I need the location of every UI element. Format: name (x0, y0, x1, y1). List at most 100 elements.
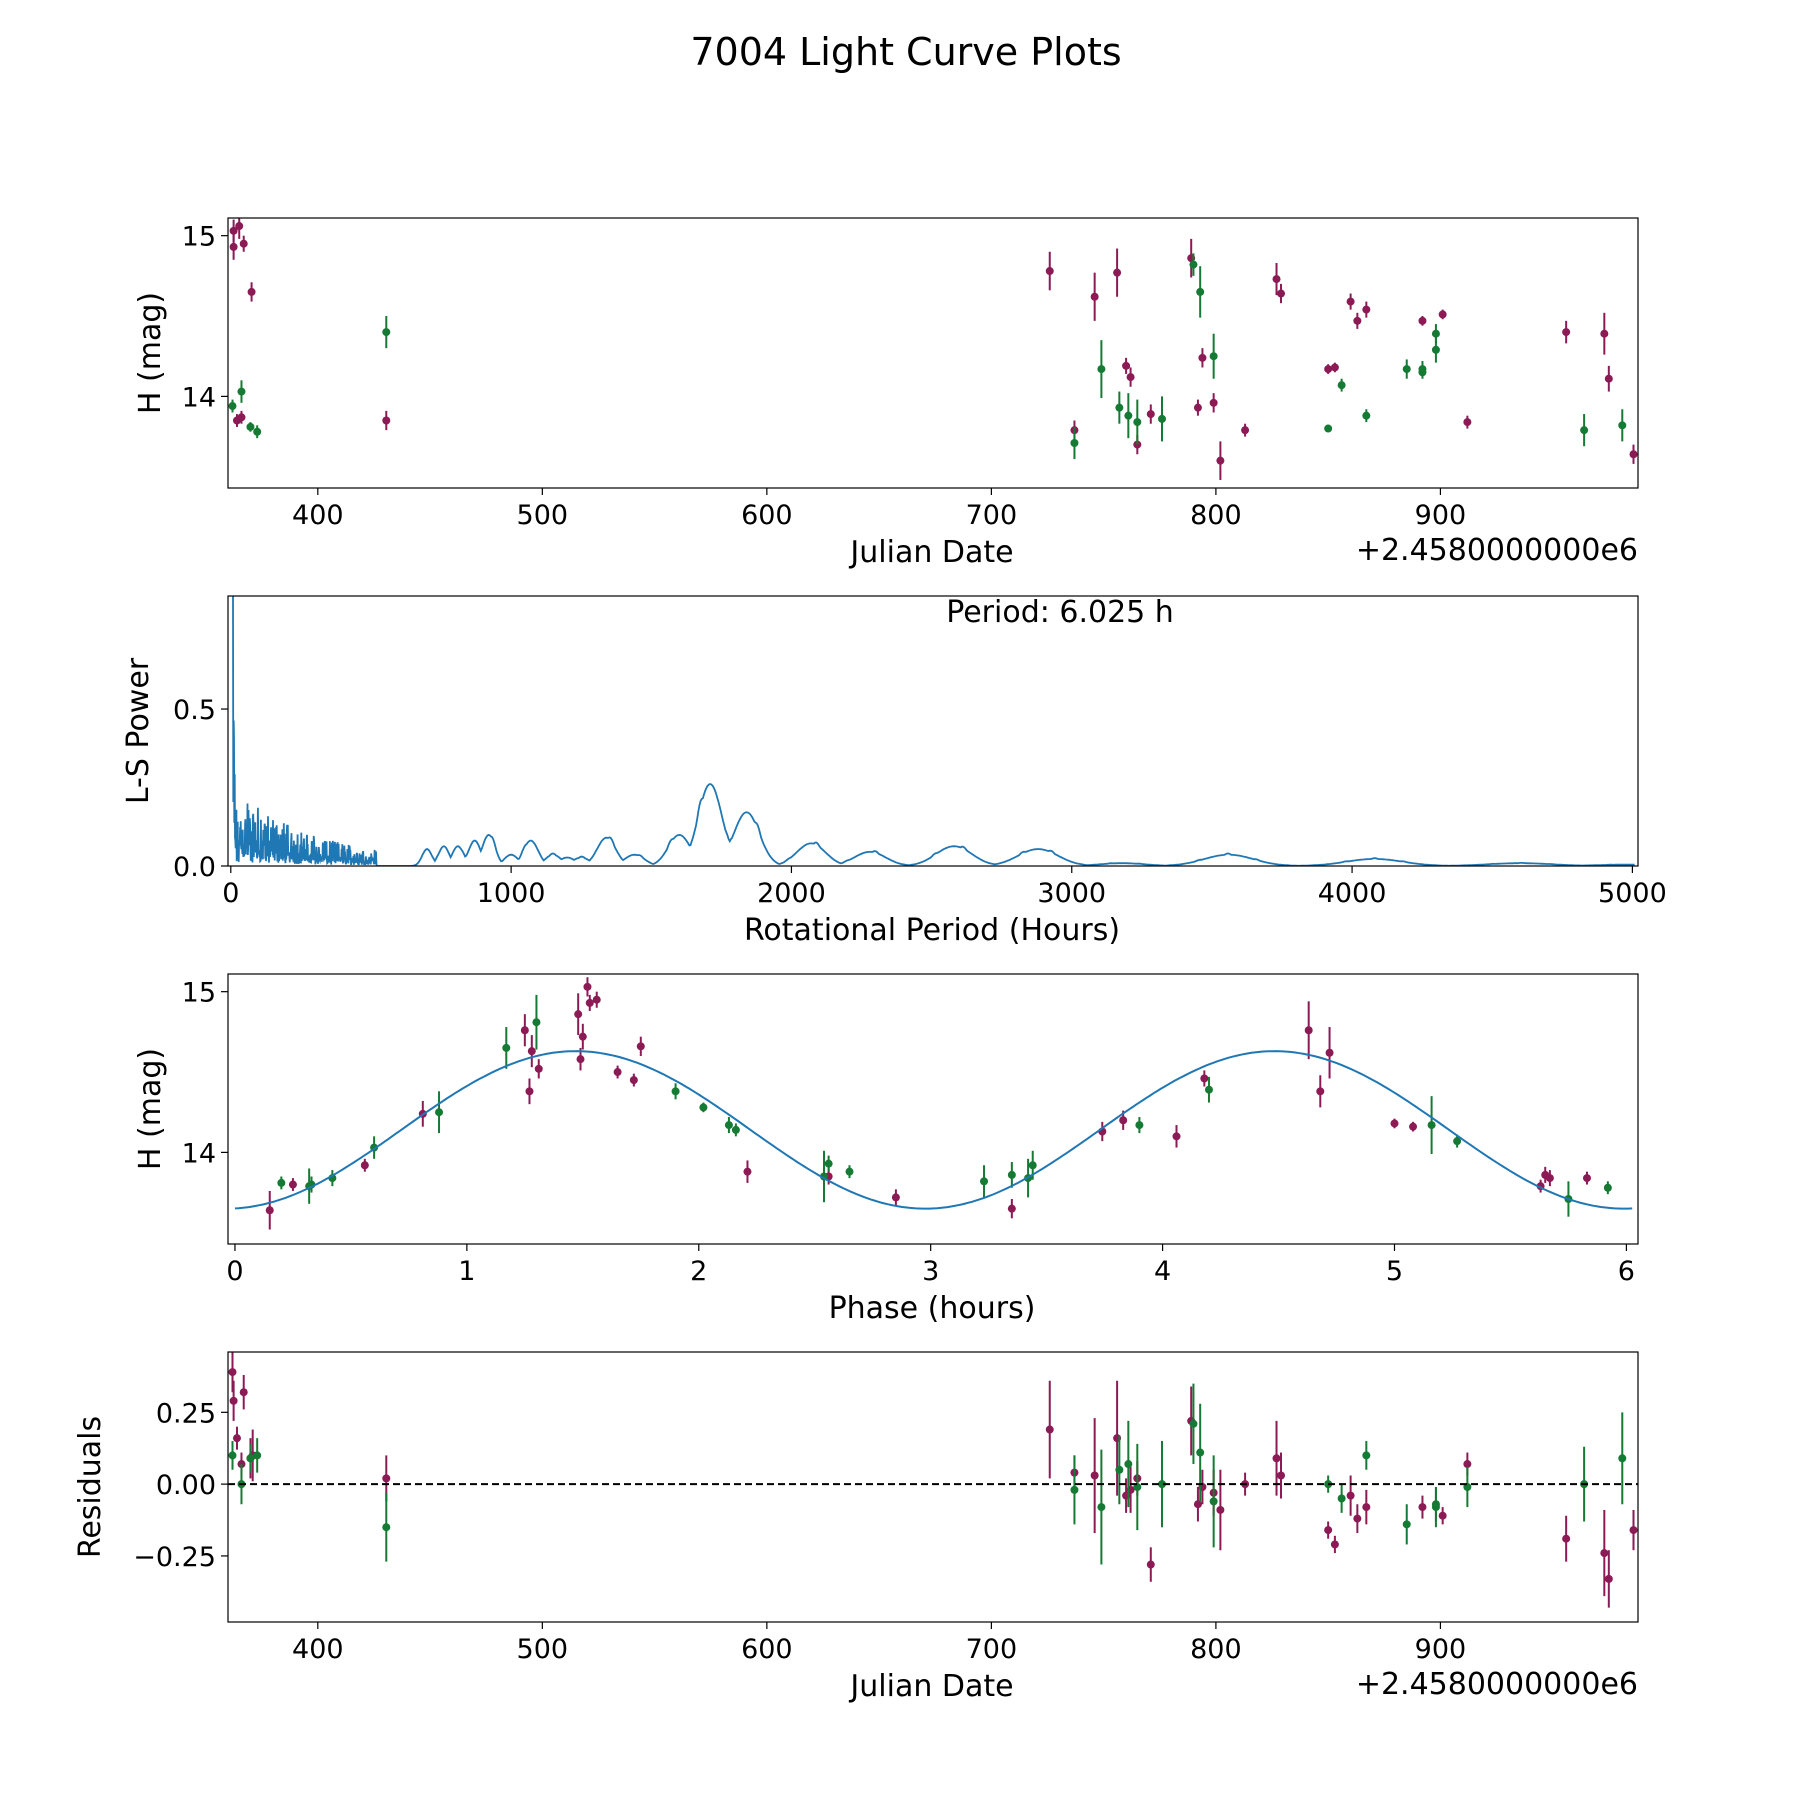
lightcurve-point-filter-g (1124, 411, 1133, 420)
residuals-point-filter-g (1115, 1465, 1124, 1474)
lightcurve-point-filter-r (1353, 316, 1362, 325)
lightcurve-point-filter-r (1216, 456, 1225, 465)
phased-point-filter-r (288, 1180, 297, 1189)
periodogram-panel: 0 1000 2000 3000 4000 5000 0.0 0.5 Period: 6.02… (121, 595, 1667, 948)
lightcurve-point-filter-r (1438, 310, 1447, 319)
residuals-point-filter-r (1600, 1549, 1609, 1558)
phased-point-filter-r (1545, 1174, 1554, 1183)
residuals-point-filter-g (1196, 1448, 1205, 1457)
lightcurve-point-filter-g (1324, 424, 1333, 433)
residuals-point-filter-g (1158, 1480, 1167, 1489)
lightcurve-point-filter-g (1431, 329, 1440, 338)
lightcurve-point-filter-r (1362, 305, 1371, 314)
periodogram-xlabel: Rotational Period (Hours) (744, 913, 1120, 948)
residuals-point-filter-r (239, 1388, 248, 1397)
residuals-series (228, 1352, 1638, 1608)
lightcurve-point-filter-g (1431, 345, 1440, 354)
residuals-point-filter-g (1431, 1503, 1440, 1512)
residuals-point-filter-r (382, 1474, 391, 1483)
periodogram-axes-frame (227, 595, 1639, 867)
periodogram-series (232, 596, 1635, 866)
lightcurve-point-filter-g (382, 328, 391, 337)
residuals-point-filter-r (1216, 1505, 1225, 1514)
phased-point-filter-r (1007, 1204, 1016, 1213)
phased-point-filter-g (277, 1178, 286, 1187)
lightcurve-point-filter-r (229, 242, 238, 251)
phased-point-filter-r (891, 1193, 900, 1202)
phased-point-filter-r (636, 1042, 645, 1051)
lightcurve-point-filter-r (235, 222, 244, 231)
phased-point-filter-r (1304, 1026, 1313, 1035)
lightcurve-point-filter-r (1113, 268, 1122, 277)
residuals-ticks: 400 500 600 700 800 900 0.25 0.00 −0.25 (133, 1398, 1466, 1665)
residuals-point-filter-g (1070, 1485, 1079, 1494)
residuals-point-filter-g (1124, 1460, 1133, 1469)
residuals-ytick-label: 0.25 (156, 1398, 216, 1429)
residuals-ytick-label: 0.00 (156, 1470, 216, 1501)
lightcurve-point-filter-r (1198, 353, 1207, 362)
residuals-ylabel: Residuals (73, 1416, 108, 1558)
phased-xtick-label: 0 (226, 1256, 243, 1287)
lightcurve-point-filter-g (1070, 439, 1079, 447)
lightcurve-ytick-label: 15 (182, 222, 216, 253)
residuals-point-filter-r (229, 1396, 238, 1405)
residuals-point-filter-r (1090, 1471, 1099, 1480)
lightcurve-xtick-label: 500 (517, 500, 569, 531)
phased-ylabel: H (mag) (133, 1048, 168, 1170)
phased-point-filter-g (671, 1087, 680, 1096)
lightcurve-xtick-label: 800 (1190, 500, 1242, 531)
residuals-xtick-label: 500 (517, 1634, 569, 1665)
phased-ytick-label: 14 (182, 1138, 216, 1169)
phased-axes-frame (227, 973, 1639, 1245)
phased-point-filter-r (1119, 1116, 1128, 1125)
phased-point-filter-r (520, 1026, 529, 1035)
phased-xtick-label: 5 (1386, 1256, 1403, 1287)
lightcurve-point-filter-g (1418, 365, 1427, 374)
lightcurve-ylabel: H (mag) (133, 292, 168, 414)
lightcurve-point-filter-g (228, 402, 237, 411)
phased-point-filter-r (527, 1047, 536, 1056)
residuals-point-filter-r (1272, 1454, 1281, 1463)
lightcurve-xtick-label: 700 (966, 500, 1018, 531)
lightcurve-ytick-label: 14 (182, 382, 216, 413)
phased-point-filter-r (592, 995, 601, 1004)
lightcurve-point-filter-r (1193, 403, 1202, 412)
phased-point-filter-g (724, 1121, 733, 1130)
phased-point-filter-r (585, 998, 594, 1007)
phased-point-filter-g (699, 1103, 708, 1112)
lightcurve-point-filter-r (1045, 267, 1054, 276)
residuals-point-filter-r (1353, 1514, 1362, 1523)
residuals-xtick-label: 600 (741, 1634, 793, 1665)
lightcurve-point-filter-r (1146, 410, 1155, 419)
phased-ticks: 0 1 2 3 4 5 6 14 15 (182, 978, 1635, 1287)
residuals-point-filter-r (1438, 1511, 1447, 1520)
phased-point-filter-r (1316, 1087, 1325, 1096)
phased-point-filter-r (576, 1055, 585, 1064)
residuals-point-filter-g (1337, 1494, 1346, 1503)
residuals-point-filter-g (1209, 1497, 1218, 1506)
phased-point-filter-g (1204, 1085, 1213, 1094)
residuals-offset-text: +2.4580000000e6 (1356, 1667, 1638, 1702)
phased-series (234, 977, 1633, 1230)
lightcurve-axes-frame (227, 217, 1639, 489)
phased-point-filter-r (578, 1032, 587, 1041)
phased-point-filter-g (502, 1043, 511, 1052)
residuals-point-filter-r (1193, 1500, 1202, 1509)
residuals-point-filter-r (1346, 1491, 1355, 1500)
lightcurve-point-filter-r (1126, 373, 1135, 382)
residuals-point-filter-r (1629, 1526, 1638, 1535)
period-annotation: Period: 6.025 h (946, 595, 1174, 630)
residuals-ytick-label: −0.25 (133, 1542, 216, 1573)
residuals-point-filter-r (1146, 1560, 1155, 1569)
residuals-point-filter-r (1604, 1574, 1613, 1583)
phased-ytick-label: 15 (182, 978, 216, 1009)
phased-point-filter-g (845, 1167, 854, 1176)
lightcurve-point-filter-r (1090, 292, 1099, 301)
phased-point-filter-g (1603, 1183, 1612, 1192)
lightcurve-point-filter-g (237, 387, 246, 396)
lightcurve-series (228, 218, 1638, 480)
phased-xtick-label: 2 (690, 1256, 707, 1287)
lightcurve-point-filter-r (1562, 328, 1571, 337)
periodogram-xtick-label: 5000 (1598, 878, 1667, 909)
